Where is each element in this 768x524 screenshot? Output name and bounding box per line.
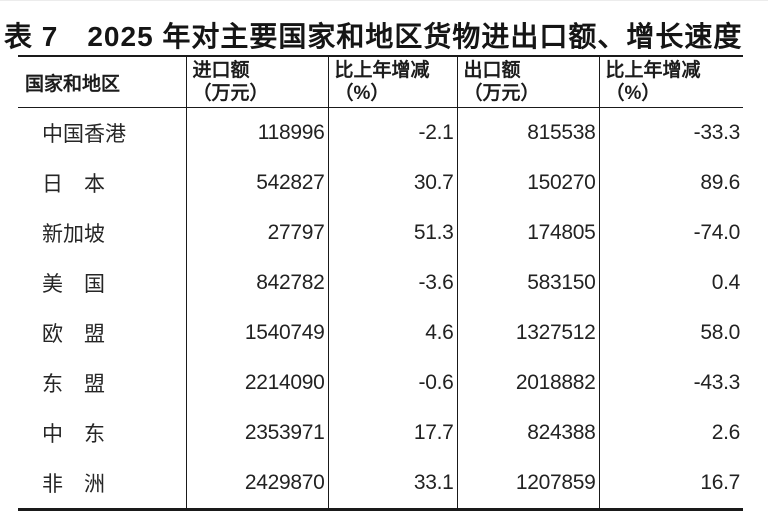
export-change-cell: 2.6 — [598, 408, 743, 458]
header-export-change-line1: 比上年增减 — [605, 60, 701, 81]
import-change-cell: 30.7 — [327, 158, 457, 208]
export-change-cell: 58.0 — [598, 308, 743, 358]
export-value-cell: 824388 — [456, 408, 599, 458]
table-row: 东 盟 2214090 -0.6 2018882 -43.3 — [18, 358, 743, 408]
header-import-value-line2: （万元） — [192, 83, 269, 104]
export-change-cell: 89.6 — [598, 158, 743, 208]
table-row: 美 国 842782 -3.6 583150 0.4 — [18, 258, 743, 308]
import-change-cell: 51.3 — [327, 208, 457, 258]
export-change-cell: -74.0 — [598, 208, 743, 258]
import-change-cell: -2.1 — [327, 107, 457, 158]
header-export-change-line2: （%） — [605, 83, 661, 104]
export-change-cell: -43.3 — [598, 358, 743, 408]
header-region: 国家和地区 — [18, 56, 186, 108]
region-cell: 新加坡 — [42, 223, 105, 246]
export-value-cell: 174805 — [456, 208, 599, 258]
region-cell: 非 洲 — [42, 473, 105, 496]
import-value-cell: 1540749 — [185, 308, 328, 358]
import-value-cell: 542827 — [185, 158, 328, 208]
region-cell: 东 盟 — [42, 373, 105, 396]
export-value-cell: 1327512 — [456, 308, 599, 358]
region-cell: 中国香港 — [42, 123, 126, 146]
export-value-cell: 2018882 — [456, 358, 599, 408]
header-export-change: 比上年增减 （%） — [598, 56, 743, 108]
header-export-value-line1: 出口额 — [463, 60, 521, 81]
import-value-cell: 2353971 — [185, 408, 328, 458]
import-value-cell: 2214090 — [185, 358, 328, 408]
region-cell: 中 东 — [42, 423, 105, 446]
header-row: 国家和地区 进口额 （万元） 比上年增减 （%） 出口额 （万元） 比上年增减 … — [18, 56, 743, 108]
export-value-cell: 583150 — [456, 258, 599, 308]
import-value-cell: 27797 — [185, 208, 328, 258]
header-import-change-line1: 比上年增减 — [334, 60, 430, 81]
header-import-change: 比上年增减 （%） — [327, 56, 457, 108]
table-row: 日 本 542827 30.7 150270 89.6 — [18, 158, 743, 208]
header-import-change-line2: （%） — [334, 83, 390, 104]
table-row: 中国香港 118996 -2.1 815538 -33.3 — [18, 107, 743, 158]
import-change-cell: -3.6 — [327, 258, 457, 308]
header-export-value-line2: （万元） — [463, 83, 540, 104]
export-value-cell: 150270 — [456, 158, 599, 208]
region-cell: 美 国 — [42, 273, 105, 296]
header-import-value: 进口额 （万元） — [185, 56, 328, 108]
header-export-value: 出口额 （万元） — [456, 56, 599, 108]
table-row: 非 洲 2429870 33.1 1207859 16.7 — [18, 458, 743, 510]
header-region-label: 国家和地区 — [25, 73, 121, 95]
table-row: 欧 盟 1540749 4.6 1327512 58.0 — [18, 308, 743, 358]
import-change-cell: 17.7 — [327, 408, 457, 458]
table-title: 表 7 2025 年对主要国家和地区货物进出口额、增长速度 — [4, 21, 743, 52]
import-value-cell: 118996 — [185, 107, 328, 158]
import-value-cell: 842782 — [185, 258, 328, 308]
import-value-cell: 2429870 — [185, 458, 328, 510]
export-value-cell: 1207859 — [456, 458, 599, 510]
table-row: 新加坡 27797 51.3 174805 -74.0 — [18, 208, 743, 258]
export-change-cell: 0.4 — [598, 258, 743, 308]
region-cell: 日 本 — [42, 173, 105, 196]
import-change-cell: 33.1 — [327, 458, 457, 510]
trade-table: 国家和地区 进口额 （万元） 比上年增减 （%） 出口额 （万元） 比上年增减 … — [18, 55, 743, 511]
import-change-cell: 4.6 — [327, 308, 457, 358]
export-change-cell: -33.3 — [598, 107, 743, 158]
import-change-cell: -0.6 — [327, 358, 457, 408]
header-import-value-line1: 进口额 — [192, 60, 250, 81]
export-value-cell: 815538 — [456, 107, 599, 158]
region-cell: 欧 盟 — [42, 323, 105, 346]
table-row: 中 东 2353971 17.7 824388 2.6 — [18, 408, 743, 458]
export-change-cell: 16.7 — [598, 458, 743, 510]
